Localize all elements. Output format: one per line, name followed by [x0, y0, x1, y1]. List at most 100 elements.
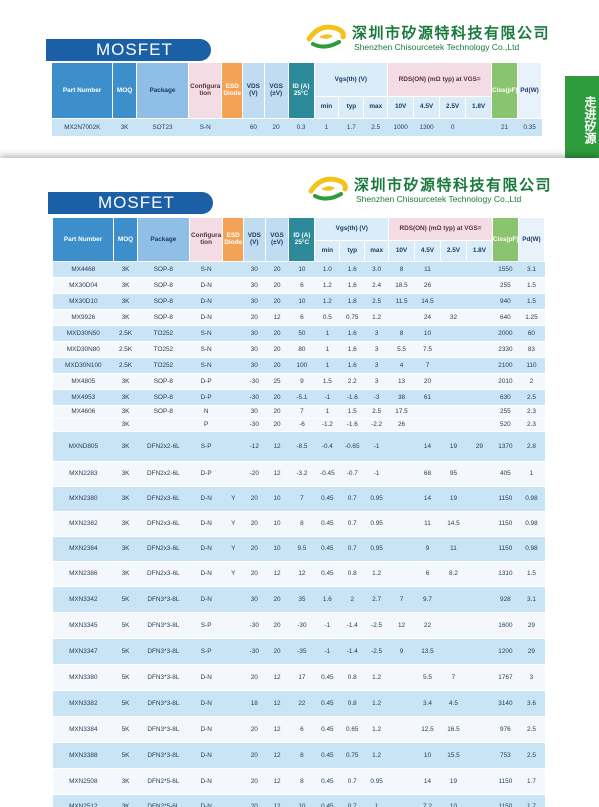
- cell-rds-10v: 7: [388, 586, 415, 613]
- section-title-badge: MOSFET: [46, 39, 211, 61]
- cell-vds: 30: [243, 357, 266, 374]
- cell-part-number: MXN2508: [53, 768, 114, 795]
- header-pd: Pd(W): [517, 63, 542, 119]
- cell-id: -30: [288, 612, 315, 639]
- cell-ciss: 21: [491, 118, 518, 137]
- header-rds: RDS(ON) (mΩ typ) at VGS=: [387, 63, 493, 97]
- cell-rds-45v: 14: [414, 431, 441, 462]
- cell-vds: -20: [243, 461, 266, 487]
- cell-vgs-max: 1.2: [364, 664, 389, 691]
- header-esd: ESD Diode: [222, 218, 244, 262]
- cell-id: 8: [288, 742, 315, 769]
- cell-part-number: MXN3384: [53, 716, 114, 743]
- header-vgs-th: Vgs(th) (V): [314, 218, 390, 241]
- cell-id: 7: [288, 405, 315, 419]
- cell-vgs: 20: [265, 586, 289, 613]
- cell-esd: [222, 690, 244, 717]
- cell-part-number: MXN2380: [53, 486, 114, 512]
- cell-part-number: MXN3342: [53, 586, 114, 613]
- cell-part-number: MXND805: [53, 431, 114, 462]
- cell-part-number: MX2N7002K: [52, 118, 113, 137]
- cell-vgs-typ: -0.7: [339, 461, 365, 487]
- cell-rds-25v: 8.2: [440, 561, 467, 587]
- cell-vds: 30: [243, 277, 266, 294]
- company-name-cn: 深圳市矽源特科技有限公司: [352, 24, 551, 42]
- cell-rds-45v: 9.7: [414, 586, 441, 613]
- section-title: MOSFET: [96, 40, 173, 59]
- cell-vgs-typ: 1.6: [339, 261, 365, 278]
- cell-rds-25v: [440, 638, 467, 665]
- cell-vds: 20: [243, 561, 266, 587]
- table-row: MXN2283 3K DFN2x2-6L D-P -20 12 -3.2 -0.45 -0.7-…: [53, 461, 545, 487]
- cell-vgs-min: 1.5: [314, 373, 340, 390]
- cell-configuration: D-N: [189, 716, 223, 743]
- header-pd: Pd(W): [518, 218, 546, 262]
- cell-pd: 0.98: [518, 536, 545, 562]
- cell-vds: 20: [243, 511, 266, 537]
- cell-configuration: D-N: [189, 309, 223, 326]
- cell-moq: 3K: [113, 511, 138, 537]
- header-ciss: Ciss(pF): [491, 63, 519, 119]
- cell-pd: 2.5: [518, 742, 545, 769]
- cell-esd: [222, 341, 244, 358]
- cell-rds-10v: [388, 794, 415, 807]
- header-configuration: Configura tion: [188, 63, 223, 119]
- cell-esd: [222, 357, 244, 374]
- cell-vgs-min: 1: [314, 405, 340, 419]
- cell-ciss: 2000: [492, 325, 519, 342]
- cell-part-number: MXN3345: [53, 612, 114, 639]
- cell-rds-25v: 0: [439, 118, 466, 137]
- cell-rds-10v: [388, 461, 415, 487]
- cell-rds-25v: 16.5: [440, 716, 467, 743]
- cell-vgs: 20: [265, 293, 289, 310]
- cell-configuration: D-P: [189, 389, 223, 406]
- cell-ciss: 1767: [492, 664, 519, 691]
- cell-rds-45v: 3.4: [414, 690, 441, 717]
- side-tab[interactable]: 走进矽源: [565, 76, 599, 158]
- cell-rds-45v: 14: [414, 768, 441, 795]
- cell-rds-45v: 5.5: [414, 664, 441, 691]
- cell-esd: [222, 664, 244, 691]
- cell-vgs: 12: [265, 664, 289, 691]
- cell-vgs-min: 1: [314, 357, 340, 374]
- cell-rds-45v: 22: [414, 612, 441, 639]
- cell-pd: 2.5: [518, 389, 545, 406]
- cell-vgs: 20: [265, 418, 289, 432]
- cell-package: SOP-8: [137, 309, 190, 326]
- cell-vgs-typ: 2: [339, 586, 365, 613]
- cell-rds-45v: 7.2: [414, 794, 441, 807]
- cell-package: DFN2*5-6L: [137, 794, 190, 807]
- cell-id: 10: [288, 261, 315, 278]
- cell-vgs: 20: [265, 389, 289, 406]
- cell-moq: 3K: [113, 431, 138, 462]
- cell-rds-18v: [466, 586, 493, 613]
- cell-configuration: D-N: [189, 511, 223, 537]
- cell-pd: 2.3: [518, 405, 545, 419]
- cell-ciss: 976: [492, 716, 519, 743]
- cell-vgs-min: 0.45: [314, 716, 340, 743]
- cell-esd: [222, 794, 244, 807]
- cell-rds-45v: 10: [414, 742, 441, 769]
- header-id: ID (A) 25°C: [288, 218, 316, 262]
- cell-vgs-max: -3: [364, 389, 389, 406]
- cell-ciss: 3140: [492, 690, 519, 717]
- cell-ciss: 2100: [492, 357, 519, 374]
- cell-rds-18v: [466, 309, 493, 326]
- cell-vgs-max: 0.95: [364, 486, 389, 512]
- cell-vgs-typ: 1.6: [339, 341, 365, 358]
- cell-pd: 3: [518, 664, 545, 691]
- cell-moq: 5K: [113, 690, 138, 717]
- cell-configuration: D-N: [189, 664, 223, 691]
- cell-moq: 3K: [113, 277, 138, 294]
- cell-id: 6: [288, 309, 315, 326]
- cell-vgs-max: 0.95: [364, 768, 389, 795]
- header-vgs-max: max: [364, 240, 390, 262]
- cell-vgs-max: 3.0: [364, 261, 389, 278]
- cell-rds-18v: [466, 690, 493, 717]
- cell-part-number: MX30D04: [53, 277, 114, 294]
- cell-rds-10v: 12: [388, 612, 415, 639]
- cell-id: 12: [288, 561, 315, 587]
- cell-moq: 2.5K: [113, 357, 138, 374]
- cell-ciss: 1150: [492, 486, 519, 512]
- header-rds-10v: 10V: [387, 96, 415, 119]
